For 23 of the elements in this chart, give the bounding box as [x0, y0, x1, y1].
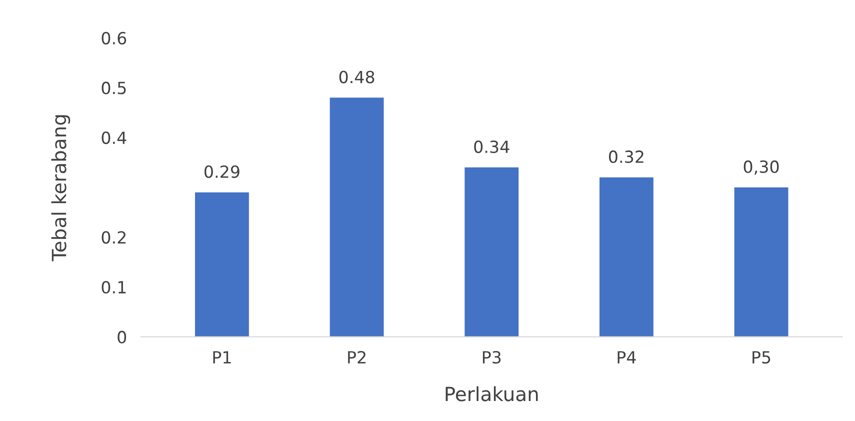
x-tick-label: P4 [618, 351, 636, 364]
x-axis-title: Perlakuan [446, 386, 538, 402]
data-label: 0.29 [204, 165, 240, 178]
data-label: 0,30 [744, 160, 779, 175]
y-tick-label: 0.1 [102, 280, 126, 294]
y-tick-label: 0.5 [102, 82, 126, 94]
y-tick-label: 0.2 [102, 231, 126, 244]
data-label: 0.34 [474, 140, 510, 154]
data-label: 0.32 [608, 150, 644, 164]
bar [599, 177, 654, 337]
y-tick-label: 0.4 [102, 131, 126, 144]
bar [195, 192, 249, 337]
x-tick-label: P5 [752, 351, 770, 364]
x-tick-label: P3 [482, 350, 501, 364]
y-axis-title: Tebal kerabang [51, 115, 70, 262]
y-tick-label: 0 [118, 330, 126, 344]
bar [464, 167, 519, 337]
bar [330, 98, 384, 337]
data-label: 0.48 [339, 70, 374, 84]
x-tick-label: P1 [213, 351, 231, 364]
x-tick-label: P2 [348, 350, 366, 364]
y-tick-label: 0.6 [102, 32, 126, 44]
bar [734, 187, 788, 337]
